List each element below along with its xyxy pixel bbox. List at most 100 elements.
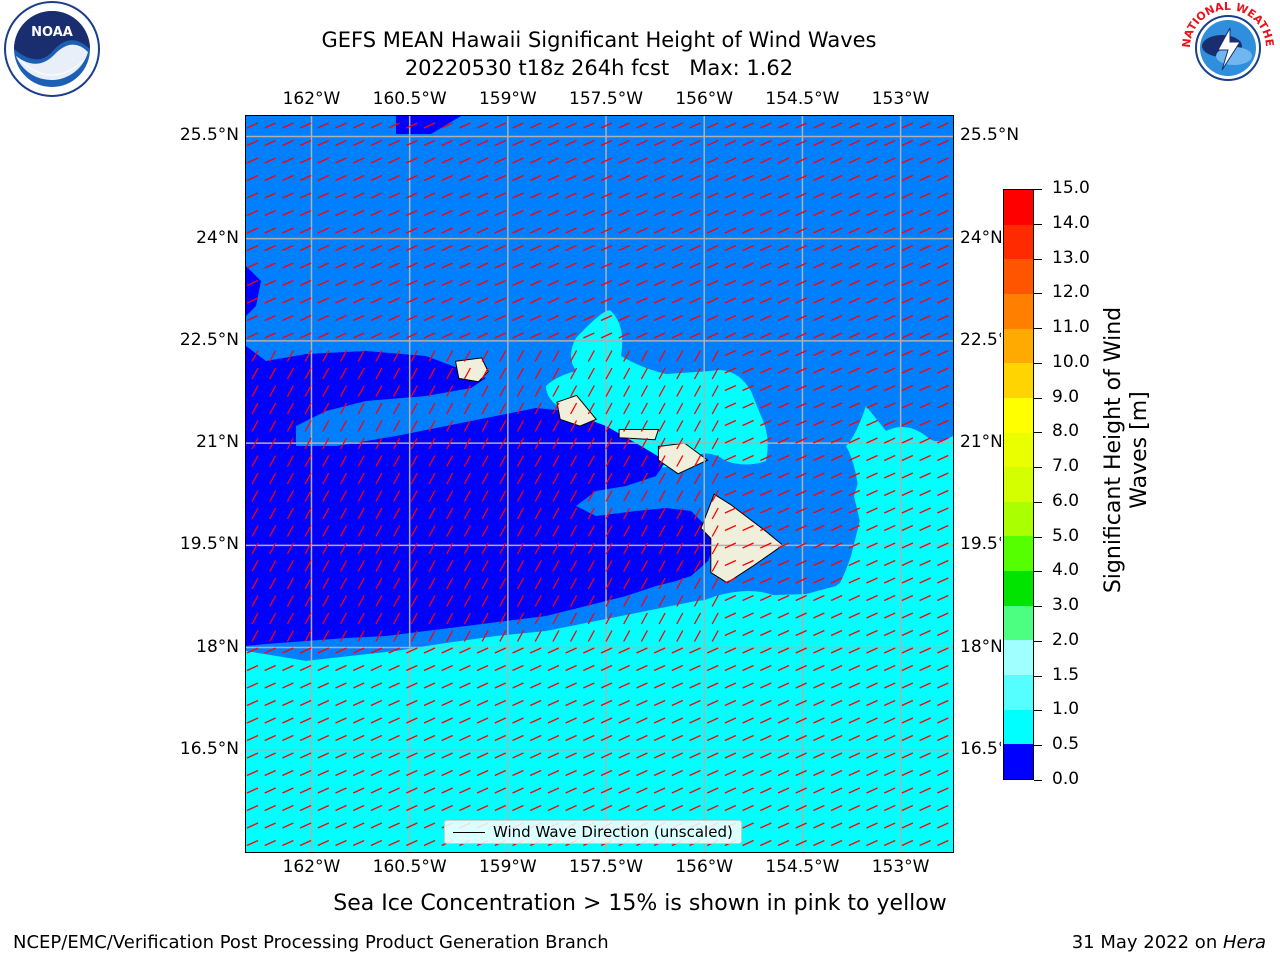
wind-wave-arrow	[304, 472, 312, 485]
wind-wave-arrow	[795, 174, 807, 182]
wind-wave-arrow	[866, 507, 878, 514]
wind-wave-arrow	[565, 174, 577, 182]
wind-wave-arrow	[636, 227, 648, 234]
wind-wave-arrow	[711, 437, 719, 450]
wind-wave-arrow	[357, 455, 365, 467]
wind-wave-arrow	[618, 279, 630, 287]
wind-wave-arrow	[322, 350, 330, 362]
wind-wave-arrow	[529, 804, 542, 812]
wind-wave-arrow	[901, 279, 914, 287]
wind-wave-arrow	[441, 157, 453, 164]
wind-wave-arrow	[653, 664, 666, 672]
wind-wave-arrow	[866, 489, 878, 497]
wind-wave-arrow	[251, 577, 259, 590]
wind-wave-arrow	[901, 419, 914, 427]
wind-wave-arrow	[547, 209, 560, 217]
colorbar-tick-label: 10.0	[1052, 351, 1090, 372]
wind-wave-arrow	[269, 437, 277, 450]
wind-wave-arrow	[446, 595, 454, 607]
colorbar-tick-label: 12.0	[1052, 282, 1090, 303]
wind-wave-arrow	[570, 595, 578, 607]
wind-wave-arrow	[600, 174, 613, 182]
wind-wave-arrow	[282, 262, 294, 269]
wind-wave-arrow	[813, 804, 825, 812]
wind-wave-arrow	[742, 472, 754, 479]
wind-wave-arrow	[370, 647, 383, 654]
wind-wave-arrow	[264, 699, 276, 707]
wind-wave-arrow	[813, 472, 825, 479]
wind-wave-arrow	[406, 139, 418, 147]
wind-wave-arrow	[282, 279, 294, 287]
wind-wave-arrow	[264, 839, 276, 847]
wind-wave-arrow	[640, 350, 648, 362]
wind-wave-arrow	[246, 314, 259, 322]
wind-wave-arrow	[583, 227, 595, 234]
wind-wave-arrow	[919, 542, 931, 549]
wind-wave-arrow	[299, 314, 312, 322]
wind-wave-arrow	[459, 734, 471, 742]
wind-wave-arrow	[777, 682, 790, 689]
wind-wave-arrow	[600, 279, 613, 287]
wind-wave-arrow	[357, 367, 365, 380]
wind-wave-arrow	[742, 664, 754, 672]
wind-wave-arrow	[352, 839, 365, 847]
colorbar-tick-label: 9.0	[1052, 386, 1080, 407]
wind-wave-arrow	[388, 822, 400, 829]
wind-wave-arrow	[813, 787, 825, 794]
wind-wave-arrow	[388, 699, 400, 707]
wind-wave-arrow	[919, 297, 931, 304]
wind-wave-arrow	[406, 752, 418, 759]
wind-wave-arrow	[883, 454, 896, 462]
wind-wave-arrow	[476, 279, 489, 287]
wind-wave-arrow	[516, 525, 525, 537]
wind-wave-arrow	[529, 647, 542, 654]
wind-wave-arrow	[406, 664, 418, 672]
wind-wave-arrow	[830, 349, 843, 357]
wind-wave-arrow	[352, 647, 365, 654]
wind-wave-arrow	[901, 804, 914, 812]
wind-wave-arrow	[658, 385, 666, 397]
wind-wave-arrow	[529, 262, 542, 269]
wind-wave-arrow	[476, 139, 489, 147]
wind-wave-arrow	[937, 402, 949, 409]
wind-wave-arrow	[547, 244, 560, 252]
wind-wave-arrow	[393, 525, 401, 537]
wind-wave-arrow	[919, 717, 931, 724]
wind-wave-arrow	[658, 630, 666, 642]
wind-wave-arrow	[693, 437, 702, 450]
wind-wave-arrow	[583, 139, 595, 147]
wind-wave-arrow	[423, 244, 436, 252]
wind-wave-arrow	[693, 577, 702, 590]
wind-wave-arrow	[760, 122, 772, 129]
wind-wave-arrow	[375, 490, 383, 502]
wind-wave-arrow	[339, 560, 348, 572]
latitude-label-left: 24°N	[196, 227, 239, 248]
legend-line-icon	[453, 831, 485, 833]
wind-wave-arrow	[623, 595, 631, 607]
wind-wave-arrow	[640, 542, 648, 555]
wind-wave-arrow	[777, 122, 790, 129]
wind-wave-arrow	[587, 595, 595, 607]
wind-wave-arrow	[512, 244, 524, 252]
wind-wave-arrow	[848, 647, 861, 654]
wind-wave-arrow	[339, 402, 348, 415]
wind-wave-arrow	[724, 384, 737, 392]
wind-wave-arrow	[883, 717, 896, 724]
wind-wave-arrow	[693, 595, 702, 607]
wind-wave-arrow	[693, 612, 702, 625]
wind-wave-arrow	[512, 174, 524, 182]
wind-wave-arrow	[481, 402, 489, 415]
wind-wave-arrow	[441, 734, 453, 742]
wind-wave-arrow	[370, 664, 383, 672]
wind-wave-arrow	[711, 490, 719, 502]
wind-wave-arrow	[299, 647, 312, 654]
footer-credit: NCEP/EMC/Verification Post Processing Pr…	[13, 932, 609, 953]
wind-wave-arrow	[742, 454, 754, 462]
wind-wave-arrow	[441, 297, 453, 304]
wind-wave-arrow	[937, 629, 949, 637]
wind-wave-arrow	[375, 577, 383, 590]
sea-ice-note: Sea Ice Concentration > 15% is shown in …	[333, 891, 947, 916]
wind-wave-arrow	[760, 787, 772, 794]
wind-wave-arrow	[901, 787, 914, 794]
wind-wave-arrow	[919, 734, 931, 742]
